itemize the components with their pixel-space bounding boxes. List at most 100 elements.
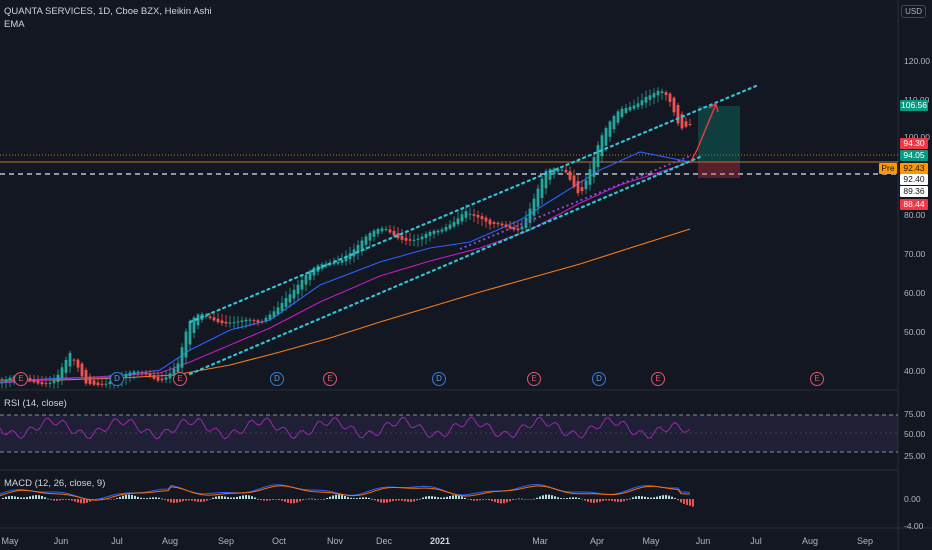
candle-body bbox=[256, 320, 260, 323]
macd-histogram-bar bbox=[650, 497, 652, 499]
macd-histogram-bar bbox=[530, 499, 532, 500]
macd-histogram-bar bbox=[5, 496, 7, 499]
macd-histogram-bar bbox=[353, 498, 355, 499]
macd-histogram-bar bbox=[116, 498, 118, 499]
macd-histogram-bar bbox=[401, 499, 403, 501]
candle-body bbox=[296, 284, 300, 295]
candle-body bbox=[540, 178, 544, 198]
earnings-marker-icon[interactable]: E bbox=[810, 372, 824, 386]
candle-body bbox=[640, 100, 644, 106]
candle-body bbox=[448, 224, 452, 229]
signal-line bbox=[0, 485, 691, 501]
time-tick-label: Oct bbox=[271, 536, 287, 546]
macd-histogram-bar bbox=[284, 499, 286, 502]
macd-histogram-bar bbox=[668, 495, 670, 499]
time-tick-label: May bbox=[1, 536, 19, 546]
candle-body bbox=[360, 240, 364, 249]
candle-body bbox=[400, 235, 404, 240]
candle-body bbox=[508, 225, 512, 229]
price-tick-label: 80.00 bbox=[904, 210, 926, 220]
macd-histogram-bar bbox=[404, 499, 406, 502]
macd-histogram-bar bbox=[506, 499, 508, 503]
macd-histogram-bar bbox=[236, 496, 238, 499]
macd-histogram-bar bbox=[500, 499, 502, 504]
rsi-title[interactable]: RSI (14, close) bbox=[4, 398, 67, 409]
macd-histogram-bar bbox=[149, 497, 151, 499]
candle-body bbox=[548, 169, 552, 180]
macd-histogram-bar bbox=[656, 496, 658, 499]
earnings-marker-icon[interactable]: E bbox=[651, 372, 665, 386]
macd-histogram-bar bbox=[278, 499, 280, 501]
macd-histogram-bar bbox=[569, 497, 571, 499]
symbol-title[interactable]: QUANTA SERVICES, 1D, Cboe BZX, Heikin As… bbox=[4, 6, 212, 17]
candle-body bbox=[452, 221, 456, 227]
earnings-marker-icon[interactable]: E bbox=[173, 372, 187, 386]
currency-button[interactable]: USD bbox=[901, 5, 926, 18]
dividend-marker-icon[interactable]: D bbox=[110, 372, 124, 386]
price-tag-pre: 92.43 bbox=[900, 163, 928, 174]
macd-histogram-bar bbox=[509, 499, 511, 502]
earnings-marker-icon[interactable]: E bbox=[527, 372, 541, 386]
earnings-marker-icon[interactable]: E bbox=[14, 372, 28, 386]
candle-body bbox=[140, 372, 144, 374]
macd-histogram-bar bbox=[368, 497, 370, 499]
candle-body bbox=[396, 233, 400, 239]
macd-histogram-bar bbox=[395, 499, 397, 501]
macd-histogram-bar bbox=[197, 499, 199, 502]
candle-body bbox=[304, 275, 308, 285]
candle-body bbox=[684, 121, 688, 127]
candle-body bbox=[104, 383, 108, 385]
macd-histogram-bar bbox=[371, 498, 373, 500]
macd-histogram-bar bbox=[287, 499, 289, 503]
macd-histogram-bar bbox=[152, 497, 154, 499]
candle-body bbox=[252, 320, 256, 322]
candle-body bbox=[208, 316, 212, 319]
candle-body bbox=[272, 311, 276, 318]
candle-body bbox=[544, 171, 548, 189]
macd-histogram-bar bbox=[194, 499, 196, 502]
macd-histogram-bar bbox=[272, 499, 274, 500]
macd-histogram-bar bbox=[428, 496, 430, 499]
candle-body bbox=[676, 105, 680, 124]
candle-body bbox=[352, 249, 356, 257]
candle-body bbox=[408, 239, 412, 241]
candle-body bbox=[672, 97, 676, 113]
macd-histogram-bar bbox=[29, 496, 31, 499]
macd-histogram-bar bbox=[338, 494, 340, 499]
time-tick-label: Mar bbox=[532, 536, 548, 546]
candle-body bbox=[648, 95, 652, 100]
ema-mid-line bbox=[0, 161, 691, 384]
macd-histogram-bar bbox=[566, 498, 568, 499]
dividend-marker-icon[interactable]: D bbox=[270, 372, 284, 386]
macd-histogram-bar bbox=[572, 497, 574, 499]
candle-body bbox=[528, 208, 532, 223]
time-tick-label: Apr bbox=[589, 536, 605, 546]
macd-histogram-bar bbox=[440, 497, 442, 499]
ema-indicator-label[interactable]: EMA bbox=[4, 19, 25, 30]
time-tick-label: Jul bbox=[750, 536, 762, 546]
macd-histogram-bar bbox=[266, 499, 268, 501]
macd-histogram-bar bbox=[17, 497, 19, 499]
candle-body bbox=[332, 262, 336, 265]
candle-body bbox=[52, 380, 56, 384]
candle-body bbox=[236, 321, 240, 323]
macd-title[interactable]: MACD (12, 26, close, 9) bbox=[4, 478, 106, 489]
macd-histogram-bar bbox=[578, 498, 580, 499]
dividend-marker-icon[interactable]: D bbox=[432, 372, 446, 386]
macd-histogram-bar bbox=[230, 497, 232, 499]
candle-body bbox=[644, 96, 648, 103]
macd-histogram-bar bbox=[263, 499, 265, 501]
macd-histogram-bar bbox=[254, 497, 256, 499]
candle-body bbox=[132, 371, 136, 375]
earnings-marker-icon[interactable]: E bbox=[323, 372, 337, 386]
macd-histogram-bar bbox=[107, 499, 109, 500]
macd-histogram-bar bbox=[296, 499, 298, 503]
macd-histogram-bar bbox=[308, 498, 310, 500]
dividend-marker-icon[interactable]: D bbox=[592, 372, 606, 386]
macd-histogram-bar bbox=[134, 495, 136, 499]
macd-histogram-bar bbox=[290, 499, 292, 504]
candle-body bbox=[88, 376, 92, 385]
macd-histogram-bar bbox=[419, 498, 421, 500]
macd-histogram-bar bbox=[359, 497, 361, 499]
